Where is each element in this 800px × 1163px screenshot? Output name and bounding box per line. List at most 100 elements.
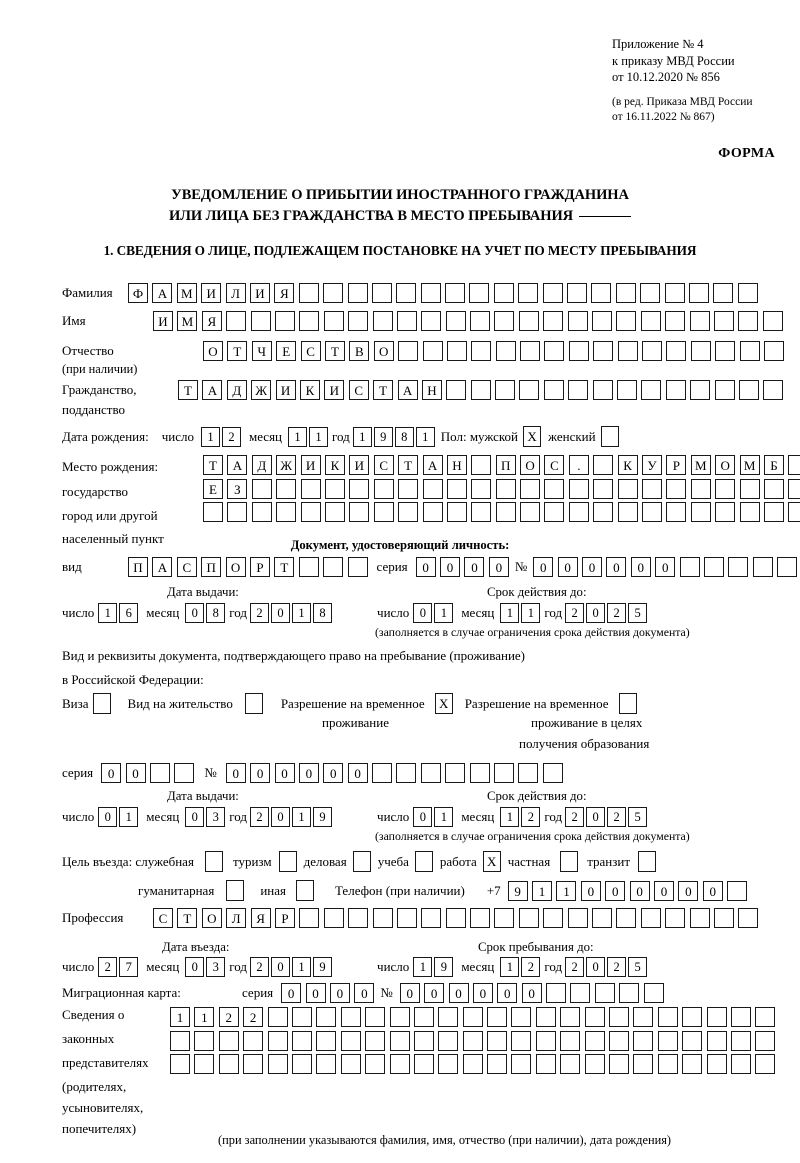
char-cell[interactable]: 9	[434, 957, 454, 977]
char-cell[interactable]: 0	[702, 880, 723, 901]
birth-place-input-row-3[interactable]	[203, 502, 800, 523]
char-cell[interactable]	[738, 908, 759, 928]
char-cell[interactable]	[291, 1030, 312, 1051]
char-cell[interactable]: О	[373, 341, 394, 361]
char-cell[interactable]	[520, 478, 541, 499]
char-cell[interactable]	[495, 341, 516, 361]
char-cell[interactable]	[494, 311, 515, 331]
char-cell[interactable]	[657, 1007, 678, 1027]
char-cell[interactable]: 8	[313, 603, 333, 623]
char-cell[interactable]: 5	[628, 807, 648, 827]
char-cell[interactable]: 1	[309, 426, 329, 447]
purpose-transit-checkbox[interactable]	[638, 851, 657, 872]
char-cell[interactable]: 0	[415, 557, 436, 577]
char-cell[interactable]	[462, 1030, 483, 1051]
char-cell[interactable]	[276, 502, 297, 523]
char-cell[interactable]: О	[203, 341, 223, 361]
char-cell[interactable]	[568, 478, 589, 499]
char-cell[interactable]: 0	[630, 557, 651, 577]
char-cell[interactable]: 0	[629, 880, 650, 901]
char-cell[interactable]	[543, 380, 564, 400]
char-cell[interactable]	[471, 341, 492, 361]
char-cell[interactable]	[438, 1007, 459, 1027]
char-cell[interactable]	[762, 311, 783, 331]
char-cell[interactable]	[664, 283, 685, 303]
char-cell[interactable]: 0	[250, 763, 271, 783]
char-cell[interactable]: С	[544, 455, 565, 475]
char-cell[interactable]	[291, 1007, 312, 1027]
char-cell[interactable]	[593, 341, 614, 361]
char-cell[interactable]	[738, 380, 759, 400]
char-cell[interactable]: К	[324, 455, 345, 475]
char-cell[interactable]: 1	[434, 807, 454, 827]
char-cell[interactable]: 0	[582, 557, 603, 577]
temp-residence-checkbox[interactable]: X	[434, 693, 453, 714]
char-cell[interactable]	[174, 763, 195, 783]
char-cell[interactable]: 9	[313, 957, 333, 977]
char-cell[interactable]	[251, 502, 272, 523]
char-cell[interactable]	[679, 557, 700, 577]
char-cell[interactable]: Ф	[128, 283, 148, 303]
char-cell[interactable]	[763, 502, 784, 523]
char-cell[interactable]: К	[617, 455, 638, 475]
char-cell[interactable]	[560, 1007, 581, 1027]
char-cell[interactable]	[518, 763, 539, 783]
char-cell[interactable]	[170, 1030, 190, 1051]
char-cell[interactable]	[633, 1030, 654, 1051]
char-cell[interactable]: П	[201, 557, 222, 577]
char-cell[interactable]	[543, 311, 564, 331]
char-cell[interactable]	[633, 1054, 654, 1075]
char-cell[interactable]	[567, 908, 588, 928]
char-cell[interactable]	[568, 502, 589, 523]
char-cell[interactable]: 2	[521, 807, 541, 827]
char-cell[interactable]	[267, 1054, 288, 1075]
char-cell[interactable]: П	[495, 455, 516, 475]
char-cell[interactable]	[438, 1030, 459, 1051]
char-cell[interactable]	[203, 502, 223, 523]
char-cell[interactable]	[267, 1007, 288, 1027]
char-cell[interactable]: 0	[448, 983, 469, 1003]
char-cell[interactable]: 0	[329, 983, 350, 1003]
char-cell[interactable]	[715, 502, 736, 523]
char-cell[interactable]: 2	[521, 957, 541, 977]
char-cell[interactable]	[640, 908, 661, 928]
char-cell[interactable]	[487, 1054, 508, 1075]
char-cell[interactable]: 1	[292, 603, 312, 623]
char-cell[interactable]: М	[739, 455, 760, 475]
char-cell[interactable]: Ж	[276, 455, 297, 475]
char-cell[interactable]	[445, 311, 466, 331]
char-cell[interactable]	[340, 1007, 361, 1027]
char-cell[interactable]: 0	[488, 557, 509, 577]
char-cell[interactable]	[682, 1054, 703, 1075]
char-cell[interactable]	[413, 1030, 434, 1051]
char-cell[interactable]: С	[373, 455, 394, 475]
char-cell[interactable]: Т	[178, 380, 198, 400]
char-cell[interactable]	[640, 283, 661, 303]
char-cell[interactable]	[299, 311, 320, 331]
char-cell[interactable]	[665, 908, 686, 928]
char-cell[interactable]	[567, 283, 588, 303]
char-cell[interactable]	[739, 502, 760, 523]
char-cell[interactable]: Т	[274, 557, 295, 577]
char-cell[interactable]	[560, 1030, 581, 1051]
residence-permit-checkbox[interactable]	[244, 693, 263, 714]
char-cell[interactable]	[243, 1030, 264, 1051]
legal-rep-input-row-2[interactable]	[170, 1030, 776, 1051]
char-cell[interactable]	[568, 341, 589, 361]
char-cell[interactable]	[657, 1054, 678, 1075]
char-cell[interactable]: 2	[607, 603, 627, 623]
char-cell[interactable]: И	[324, 380, 345, 400]
char-cell[interactable]	[593, 502, 614, 523]
char-cell[interactable]: 0	[274, 763, 295, 783]
char-cell[interactable]: 1	[288, 426, 308, 447]
char-cell[interactable]: 0	[271, 957, 291, 977]
